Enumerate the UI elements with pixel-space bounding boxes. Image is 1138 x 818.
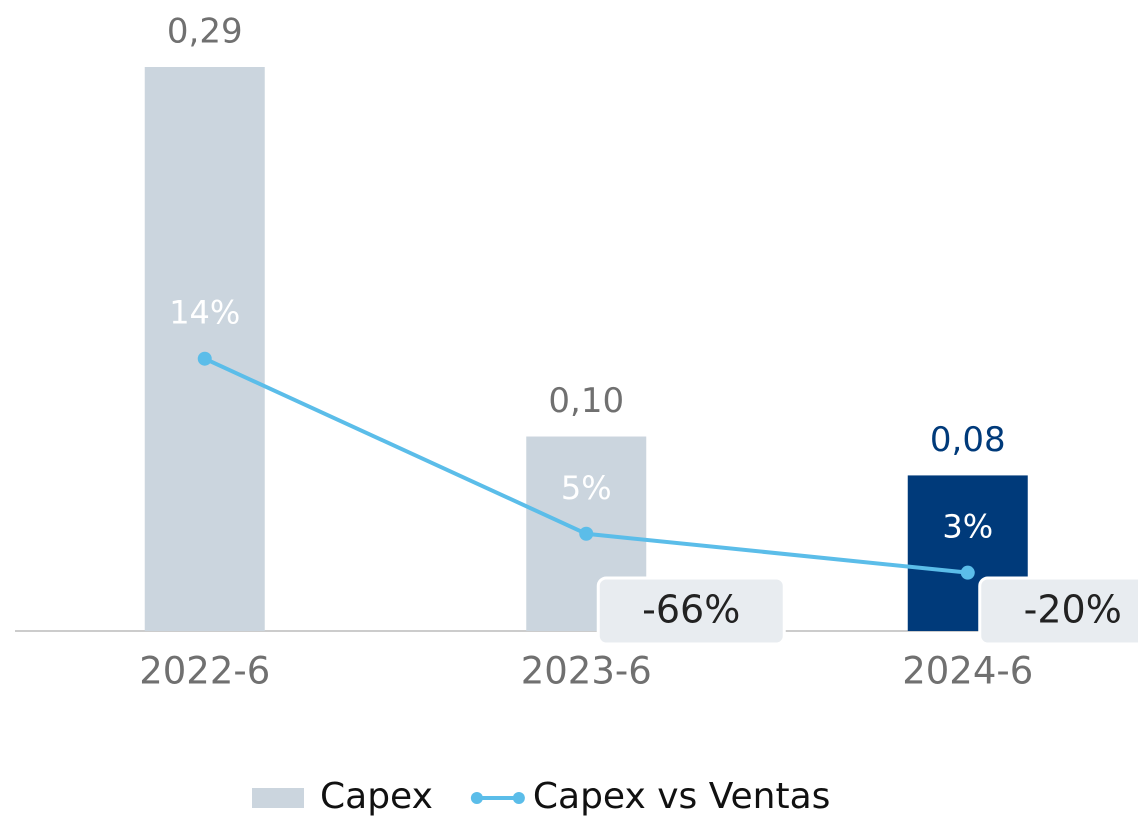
line-value-label: 14% <box>169 294 240 332</box>
line-point <box>579 526 594 541</box>
legend-swatch <box>470 792 483 804</box>
line-point <box>197 351 212 366</box>
legend-swatch <box>252 788 304 808</box>
x-tick-label: 2022-6 <box>139 650 270 693</box>
line-value-label: 5% <box>561 469 612 507</box>
legend-swatch <box>512 792 525 804</box>
change-badge <box>596 576 786 646</box>
change-label: -66% <box>642 588 740 632</box>
x-tick-label: 2024-6 <box>902 650 1033 693</box>
line-point <box>960 565 975 580</box>
line-value-label: 3% <box>942 508 993 546</box>
legend-label: Capex vs Ventas <box>533 776 831 817</box>
change-label: -20% <box>1024 588 1122 632</box>
bar-value-label: 0,10 <box>548 381 624 421</box>
bar-value-label: 0,29 <box>167 12 243 52</box>
bar-value-label: 0,08 <box>930 420 1006 460</box>
x-tick-label: 2023-6 <box>521 650 652 693</box>
change-badge <box>978 576 1138 646</box>
bar <box>144 67 265 631</box>
legend-label: Capex <box>320 776 433 817</box>
